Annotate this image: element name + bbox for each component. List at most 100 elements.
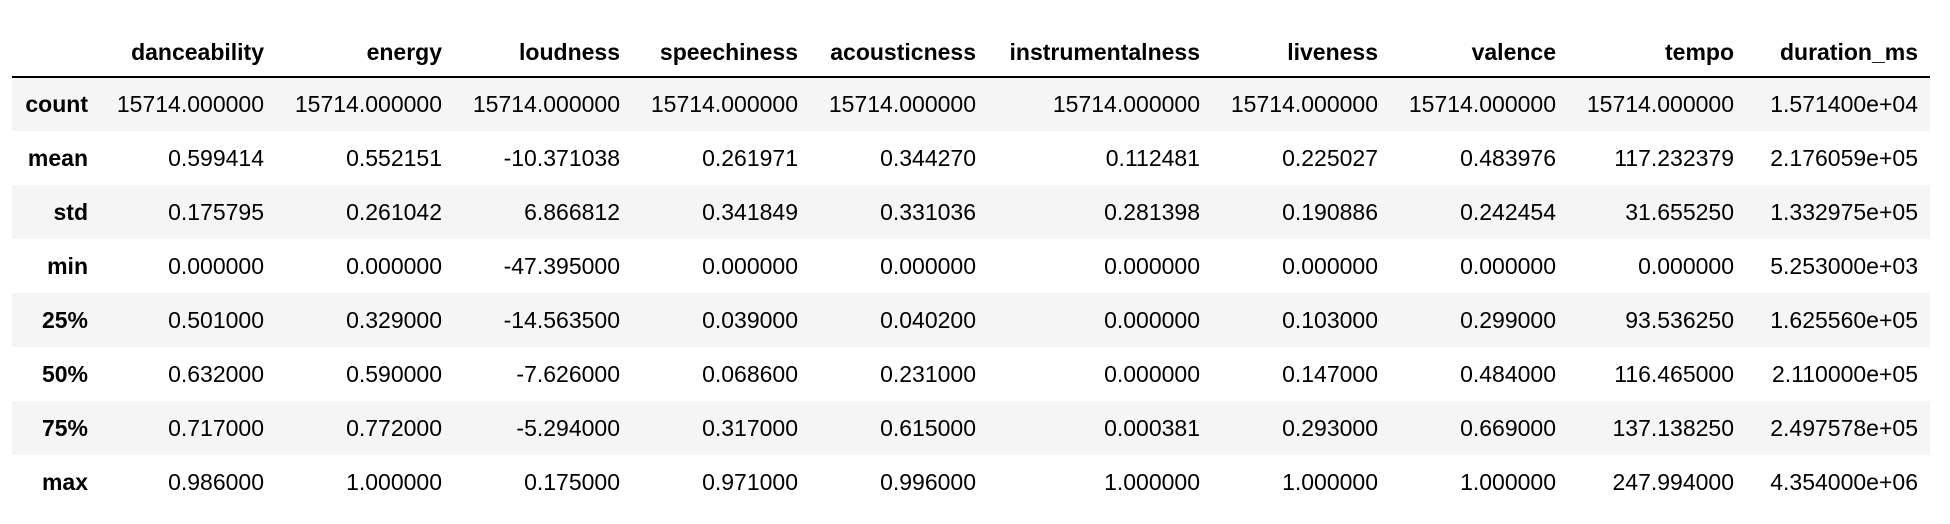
table-cell: 0.000000 [168, 252, 264, 279]
table-cell: 1.625560e+05 [1770, 306, 1918, 333]
row-label: min [47, 252, 88, 279]
table-cell: 0.000000 [880, 252, 976, 279]
column-header-tempo: tempo [1568, 28, 1746, 78]
table-row: 50% 0.632000 0.590000 -7.626000 0.068600 0.23… [12, 347, 1930, 401]
table-row: std 0.175795 0.261042 6.866812 0.341849 0.331… [12, 185, 1930, 239]
row-label: count [25, 91, 88, 117]
row-label: mean [27, 144, 88, 171]
table-cell: 0.293000 [1282, 414, 1378, 441]
table-cell: -10.371038 [503, 144, 620, 171]
table-cell: 0.112481 [1105, 144, 1200, 171]
table-cell: 0.344270 [880, 144, 976, 171]
table-cell: 0.483976 [1460, 144, 1556, 171]
table-cell: 0.341849 [702, 198, 798, 225]
row-label: 50% [41, 360, 88, 387]
table-cell: 0.299000 [1460, 306, 1556, 333]
table-cell: 15714.000000 [828, 91, 976, 117]
table-cell: 0.068600 [702, 360, 798, 387]
table-cell: 0.552151 [346, 144, 442, 171]
table-cell: 0.039000 [702, 306, 798, 333]
table-cell: 15714.000000 [116, 91, 264, 117]
table-cell: 1.000000 [1104, 468, 1200, 495]
row-label: max [41, 468, 88, 495]
table-cell: 0.261971 [702, 144, 798, 171]
table-cell: 0.190886 [1282, 198, 1378, 225]
dataframe-output: danceability energy loudness speechiness… [12, 28, 1930, 509]
table-cell: 15714.000000 [294, 91, 442, 117]
table-cell: 0.599414 [168, 144, 264, 171]
table-cell: 0.000000 [1104, 306, 1200, 333]
table-row: max 0.986000 1.000000 0.175000 0.971000 0.996… [12, 455, 1930, 509]
table-cell: 1.571400e+04 [1770, 91, 1918, 117]
column-header-duration-ms: duration_ms [1746, 28, 1930, 78]
table-cell: 0.231000 [880, 360, 976, 387]
index-header [12, 28, 100, 78]
column-header-danceability: danceability [100, 28, 276, 78]
table-cell: 15714.000000 [1586, 91, 1734, 117]
table-cell: 0.000000 [346, 252, 442, 279]
table-row: count 15714.000000 15714.000000 15714.00000… [12, 77, 1930, 131]
table-body: count 15714.000000 15714.000000 15714.00000… [12, 77, 1930, 509]
table-cell: 93.536250 [1625, 306, 1734, 333]
table-cell: 0.000000 [1460, 252, 1556, 279]
table-cell: 0.501000 [168, 306, 264, 333]
table-cell: 0.242454 [1460, 198, 1556, 225]
column-header-liveness: liveness [1212, 28, 1390, 78]
column-header-energy: energy [276, 28, 454, 78]
table-cell: 0.103000 [1282, 306, 1378, 333]
table-cell: 2.110000e+05 [1771, 360, 1918, 387]
table-cell: 0.261042 [346, 198, 442, 225]
table-cell: 1.332975e+05 [1770, 198, 1918, 225]
table-cell: 0.329000 [346, 306, 442, 333]
column-header-speechiness: speechiness [632, 28, 810, 78]
table-cell: 0.175795 [168, 198, 264, 225]
table-cell: 0.000000 [1638, 252, 1734, 279]
table-cell: 116.465000 [1614, 360, 1734, 387]
table-cell: 15714.000000 [1230, 91, 1378, 117]
table-row: 75% 0.717000 0.772000 -5.294000 0.317000 0.61… [12, 401, 1930, 455]
table-cell: 0.147000 [1282, 360, 1378, 387]
column-header-valence: valence [1390, 28, 1568, 78]
table-cell: 0.000000 [1104, 360, 1200, 387]
header-row: danceability energy loudness speechiness… [12, 28, 1930, 78]
table-cell: 0.590000 [346, 360, 442, 387]
table-cell: 0.971000 [702, 468, 798, 495]
table-header: danceability energy loudness speechiness… [12, 28, 1930, 78]
table-cell: 0.175000 [524, 468, 620, 495]
table-cell: 2.497578e+05 [1770, 414, 1918, 441]
table-row: min 0.000000 0.000000 -47.395000 0.000000 0.0… [12, 239, 1930, 293]
describe-table: danceability energy loudness speechiness… [12, 28, 1930, 509]
table-cell: 0.632000 [168, 360, 264, 387]
table-cell: 0.000000 [702, 252, 798, 279]
table-cell: 0.040200 [880, 306, 976, 333]
table-cell: 0.996000 [880, 468, 976, 495]
column-header-loudness: loudness [454, 28, 632, 78]
table-cell: 137.138250 [1612, 414, 1734, 441]
table-cell: 247.994000 [1612, 468, 1734, 495]
table-cell: -14.563500 [503, 306, 620, 333]
table-cell: 0.717000 [168, 414, 264, 441]
table-cell: 0.986000 [168, 468, 264, 495]
table-cell: 0.000000 [1282, 252, 1378, 279]
column-header-instrumentalness: instrumentalness [988, 28, 1212, 78]
table-cell: 5.253000e+03 [1770, 252, 1918, 279]
table-row: mean 0.599414 0.552151 -10.371038 0.261971 0.… [12, 131, 1930, 185]
table-cell: 15714.000000 [472, 91, 620, 117]
table-cell: 0.615000 [880, 414, 976, 441]
table-cell: 0.772000 [346, 414, 442, 441]
row-label: std [53, 198, 89, 225]
table-cell: 15714.000000 [1408, 91, 1556, 117]
table-cell: -5.294000 [516, 414, 620, 441]
table-cell: 31.655250 [1625, 198, 1734, 225]
table-cell: 0.317000 [702, 414, 798, 441]
table-cell: 0.281398 [1104, 198, 1200, 225]
table-cell: 4.354000e+06 [1770, 468, 1918, 495]
table-cell: 117.232379 [1614, 144, 1734, 171]
row-label: 25% [41, 306, 88, 333]
table-row: 25% 0.501000 0.329000 -14.563500 0.039000 0.0… [12, 293, 1930, 347]
table-cell: 0.669000 [1460, 414, 1556, 441]
table-cell: 0.331036 [880, 198, 976, 225]
table-cell: 0.000000 [1104, 252, 1200, 279]
table-cell: 6.866812 [524, 198, 620, 225]
table-cell: 1.000000 [1460, 468, 1556, 495]
